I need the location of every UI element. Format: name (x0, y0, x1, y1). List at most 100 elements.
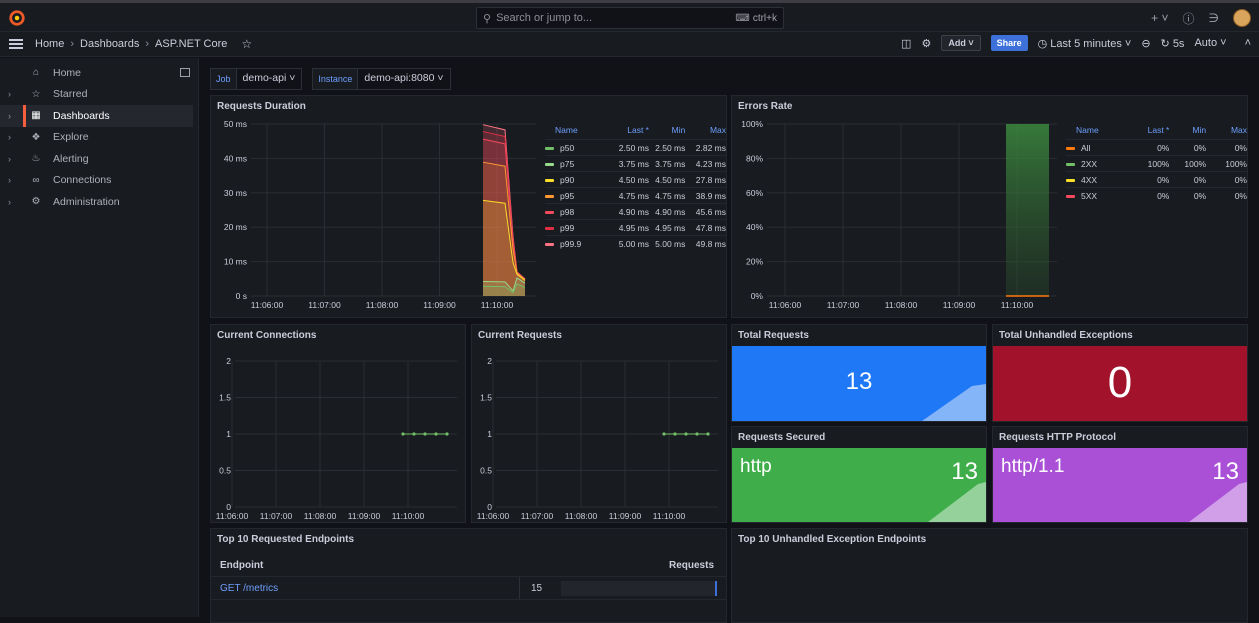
sidebar-item-explore[interactable]: › ❖ Explore (8, 131, 89, 144)
panel-top-unhandled-exception-endpoints[interactable]: Top 10 Unhandled Exception Endpoints (731, 528, 1248, 623)
chevron-right-icon[interactable]: › (8, 175, 11, 186)
last-value: 0% (1121, 139, 1170, 156)
legend-row[interactable]: p75 3.75 ms 3.75 ms 4.23 ms (545, 155, 726, 172)
time-picker[interactable]: ◷ Last 5 minutes ˅ (1037, 37, 1132, 50)
column-header-endpoint[interactable]: Endpoint (220, 560, 264, 571)
sidebar-item-alerting[interactable]: › ♨ Alerting (8, 152, 89, 165)
zoom-out-icon[interactable]: ⊖ (1141, 37, 1151, 50)
breadcrumb: Home › Dashboards › ASP.NET Core ☆ (35, 37, 252, 51)
y-tick-label: 0 (226, 502, 231, 512)
chevron-right-icon[interactable]: › (8, 110, 11, 121)
x-tick-label: 11:08:00 (885, 300, 918, 310)
collapse-chevron-up-icon[interactable]: ˄ (1244, 37, 1251, 49)
save-icon[interactable]: ◫ (901, 37, 912, 50)
min-value: 4.50 ms (649, 171, 686, 188)
legend-row[interactable]: p50 2.50 ms 2.50 ms 2.82 ms (545, 139, 726, 156)
panel-current-requests[interactable]: Current Requests 0 0.5 1 1.5 2 11:06:00 11:07:… (471, 324, 727, 523)
sidebar-item-administration[interactable]: › ⚙ Administration (8, 195, 120, 208)
x-tick-label: 11:06:00 (477, 511, 510, 521)
grafana-logo-icon[interactable] (8, 9, 26, 27)
series-name: p90 (560, 174, 575, 185)
menu-icon[interactable] (9, 39, 23, 49)
data-point (423, 432, 427, 436)
help-icon[interactable]: ⓘ (1182, 11, 1195, 26)
y-tick-label: 60% (746, 188, 763, 198)
x-tick-label: 11:07:00 (827, 300, 860, 310)
chevron-right-icon[interactable]: › (8, 153, 11, 164)
panel-requests-duration[interactable]: Requests Duration 0 s 10 ms 20 ms 30 ms 40 m… (210, 95, 727, 318)
avatar[interactable] (1233, 9, 1251, 27)
max-value: 38.9 ms (685, 187, 726, 204)
panel-requests-secured[interactable]: Requests Secured http 13 (731, 426, 987, 523)
series-color-swatch (1066, 195, 1075, 198)
panel-total-requests[interactable]: Total Requests 13 (731, 324, 987, 422)
last-value: 0% (1121, 187, 1170, 204)
news-rss-icon[interactable]: ∋ (1208, 11, 1219, 25)
home-icon: ⌂ (32, 67, 40, 79)
sidebar: ⌂ Home › ☆ Starred › ▦ Dashboards › ❖ Explore ›… (0, 58, 199, 617)
add-button[interactable]: Add ˅ (941, 35, 981, 51)
y-tick-label: 1.5 (219, 393, 231, 403)
chevron-right-icon[interactable]: › (8, 196, 11, 207)
y-tick-label: 1 (487, 429, 492, 439)
panel-top-requested-endpoints[interactable]: Top 10 Requested Endpoints Endpoint Requ… (210, 528, 727, 623)
dock-menu-icon[interactable] (180, 68, 190, 77)
series-name: p50 (560, 142, 575, 153)
y-tick-label: 1 (226, 429, 231, 439)
breadcrumb-current: ASP.NET Core (155, 38, 228, 50)
series-color-swatch (545, 243, 554, 246)
compass-icon: ❖ (31, 131, 41, 143)
column-header-requests[interactable]: Requests (668, 560, 714, 571)
sidebar-item-home[interactable]: ⌂ Home (0, 62, 198, 84)
y-tick-label: 10 ms (224, 257, 247, 267)
x-tick-label: 11:08:00 (304, 511, 337, 521)
chevron-right-icon[interactable]: › (8, 132, 11, 143)
panel-total-unhandled-exceptions[interactable]: Total Unhandled Exceptions 0 (992, 324, 1248, 422)
y-tick-label: 0.5 (219, 466, 231, 476)
star-icon[interactable]: ☆ (241, 37, 253, 51)
panel-errors-rate[interactable]: Errors Rate 0% 20% 40% 60% 80% 100% 11:06:00 11… (731, 95, 1248, 318)
legend-row[interactable]: 2XX 100% 100% 100% (1066, 155, 1247, 172)
breadcrumb-home[interactable]: Home (35, 38, 65, 50)
data-point (695, 432, 699, 436)
chevron-right-icon[interactable]: › (8, 89, 11, 100)
legend-row[interactable]: 5XX 0% 0% 0% (1066, 187, 1247, 204)
new-plus-icon[interactable]: + ˅ (1151, 11, 1169, 25)
table-row: GET /metrics 15 (211, 576, 726, 600)
sparkline-area (922, 384, 986, 421)
x-tick-label: 11:08:00 (366, 300, 399, 310)
settings-gear-icon[interactable]: ⚙ (921, 37, 932, 50)
endpoint-link[interactable]: GET /metrics (220, 583, 279, 594)
legend-row[interactable]: p95 4.75 ms 4.75 ms 38.9 ms (545, 187, 726, 204)
errors-rate-chart: 0% 20% 40% 60% 80% 100% 11:06:00 11:07:00 11:08:… (741, 119, 1057, 310)
max-value: 27.8 ms (685, 171, 726, 188)
y-tick-label: 2 (226, 356, 231, 366)
legend-row[interactable]: p99.9 5.00 ms 5.00 ms 49.8 ms (545, 235, 726, 252)
instance-select[interactable]: demo-api:8080 ˅ (358, 68, 451, 90)
sidebar-item-starred[interactable]: › ☆ Starred (8, 88, 88, 101)
sidebar-item-connections[interactable]: › ∞ Connections (8, 174, 112, 187)
series-name: p99.9 (560, 238, 582, 249)
share-button[interactable]: Share (990, 35, 1028, 51)
sidebar-item-dashboards[interactable]: › ▦ Dashboards (0, 105, 193, 127)
refresh-interval-picker[interactable]: Auto ˅ (1194, 37, 1227, 49)
legend-row[interactable]: 4XX 0% 0% 0% (1066, 171, 1247, 188)
current-requests-chart: 0 0.5 1 1.5 2 11:06:00 11:07:00 11:08:00 11:09:0… (477, 356, 718, 521)
legend-row[interactable]: p99 4.95 ms 4.95 ms 47.8 ms (545, 219, 726, 236)
last-value: 100% (1121, 155, 1170, 172)
min-value: 0% (1169, 139, 1207, 156)
legend-row[interactable]: p90 4.50 ms 4.50 ms 27.8 ms (545, 171, 726, 188)
refresh-button[interactable]: ↻ 5s (1160, 37, 1185, 50)
series-color-swatch (1066, 162, 1075, 166)
panel-requests-http-protocol[interactable]: Requests HTTP Protocol http/1.1 13 (992, 426, 1248, 523)
requests-http-protocol-stat: http/1.1 13 (993, 448, 1247, 522)
search-input[interactable]: ⚲ Search or jump to... ⌨ ctrl+k (476, 7, 784, 29)
y-tick-label: 50 ms (224, 119, 247, 129)
legend-row[interactable]: p98 4.90 ms 4.90 ms 45.6 ms (545, 203, 726, 220)
job-select[interactable]: demo-api ˅ (236, 68, 303, 90)
max-value: 100% (1206, 155, 1247, 172)
panel-title: Errors Rate (738, 101, 793, 112)
legend-row[interactable]: All 0% 0% 0% (1066, 139, 1247, 156)
panel-current-connections[interactable]: Current Connections 0 0.5 1 1.5 2 11:06:00 11:… (210, 324, 466, 523)
breadcrumb-dashboards[interactable]: Dashboards (80, 38, 140, 50)
